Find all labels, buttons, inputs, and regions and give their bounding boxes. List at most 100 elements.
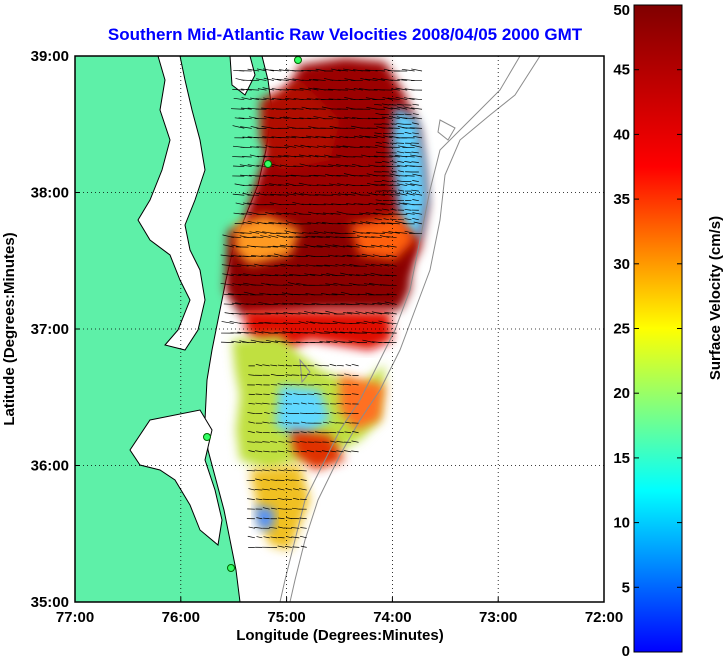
velocity-vector	[321, 383, 329, 386]
velocity-vector	[299, 441, 307, 443]
velocity-vector	[291, 527, 300, 529]
velocity-vector	[411, 151, 419, 154]
velocity-vector	[307, 431, 315, 434]
velocity-vector	[255, 98, 267, 101]
velocity-vector	[345, 421, 352, 424]
velocity-vector	[277, 545, 285, 548]
velocity-vector	[271, 163, 282, 167]
velocity-vector	[383, 135, 393, 139]
x-tick-label: 73:00	[479, 609, 517, 626]
velocity-vector	[340, 331, 353, 334]
velocity-vector	[220, 254, 234, 258]
velocity-vector	[249, 146, 260, 148]
velocity-vector	[231, 302, 242, 305]
velocity-vector	[351, 393, 359, 395]
velocity-vector	[263, 97, 274, 101]
velocity-vector	[246, 89, 260, 91]
velocity-vector	[300, 527, 307, 529]
velocity-vector	[313, 79, 326, 81]
velocity-vector	[342, 264, 353, 267]
velocity-vector	[291, 374, 300, 376]
velocity-vector	[295, 255, 308, 258]
velocity-vector	[391, 202, 400, 206]
velocity-vector	[252, 236, 264, 238]
velocity-vector	[292, 78, 304, 81]
velocity-vector	[301, 136, 311, 139]
velocity-vector	[274, 274, 286, 277]
velocity-vector	[323, 145, 334, 148]
velocity-vector	[343, 68, 356, 72]
velocity-vector	[316, 221, 326, 225]
velocity-vector	[376, 274, 390, 277]
velocity-vector	[291, 89, 304, 91]
velocity-vector	[375, 151, 382, 154]
station-marker	[294, 56, 302, 64]
velocity-vector	[382, 132, 390, 135]
velocity-vector	[329, 412, 337, 414]
velocity-vector	[300, 421, 307, 424]
velocity-vector	[389, 194, 400, 196]
velocity-vector	[257, 88, 267, 91]
velocity-vector	[254, 263, 264, 267]
velocity-vector	[247, 535, 255, 539]
velocity-vector	[357, 203, 371, 206]
velocity-vector	[247, 498, 255, 500]
velocity-vector	[256, 536, 263, 539]
y-tick-label: 35:00	[31, 594, 69, 611]
velocity-vector	[272, 245, 286, 248]
velocity-vector	[257, 155, 267, 158]
velocity-vector	[292, 497, 300, 500]
velocity-vector	[285, 374, 292, 376]
station-marker	[264, 160, 272, 168]
velocity-vector	[345, 88, 356, 91]
velocity-vector	[329, 363, 337, 367]
velocity-vector	[336, 117, 348, 120]
velocity-vector	[346, 254, 360, 258]
velocity-vector	[274, 264, 286, 267]
velocity-vector	[247, 412, 255, 414]
velocity-vector	[248, 374, 255, 376]
velocity-vector	[291, 135, 304, 139]
velocity-vector	[269, 183, 282, 187]
velocity-vector	[372, 184, 386, 187]
y-tick-label: 37:00	[31, 321, 69, 338]
velocity-vector	[298, 312, 308, 315]
velocity-vector	[396, 113, 405, 116]
velocity-vector	[313, 231, 326, 234]
velocity-vector	[267, 246, 279, 248]
velocity-vector	[328, 393, 337, 395]
velocity-vector	[401, 117, 415, 120]
velocity-vector	[411, 68, 423, 72]
velocity-vector	[301, 79, 311, 81]
velocity-vector	[266, 293, 279, 296]
velocity-vector	[277, 488, 285, 491]
velocity-vector	[277, 402, 285, 405]
velocity-vector	[397, 79, 408, 81]
velocity-vector	[333, 340, 345, 343]
velocity-vector	[273, 302, 286, 305]
velocity-vector	[259, 341, 271, 343]
velocity-vector	[291, 232, 304, 234]
x-axis-ticks: 77:00 76:00 75:00 74:00 73:00 72:00	[56, 597, 623, 626]
velocity-vector	[336, 393, 344, 395]
velocity-vector	[290, 331, 301, 334]
velocity-vector	[389, 184, 400, 187]
velocity-vector	[263, 450, 270, 453]
velocity-vector	[270, 373, 278, 376]
velocity-vector	[394, 154, 408, 158]
velocity-vector	[224, 312, 234, 315]
velocity-vector	[235, 202, 245, 206]
velocity-vector	[396, 175, 408, 177]
station-marker	[227, 564, 235, 572]
velocity-vector	[285, 478, 292, 481]
velocity-vector	[270, 392, 278, 395]
velocity-vector	[284, 230, 297, 234]
velocity-vector	[368, 283, 382, 286]
velocity-vector	[300, 144, 312, 148]
velocity-vector	[283, 274, 293, 277]
velocity-vector	[320, 273, 331, 277]
velocity-vector	[397, 165, 408, 167]
velocity-vector	[390, 208, 397, 211]
y-tick-label: 36:00	[31, 458, 69, 475]
velocity-vector	[285, 174, 297, 177]
